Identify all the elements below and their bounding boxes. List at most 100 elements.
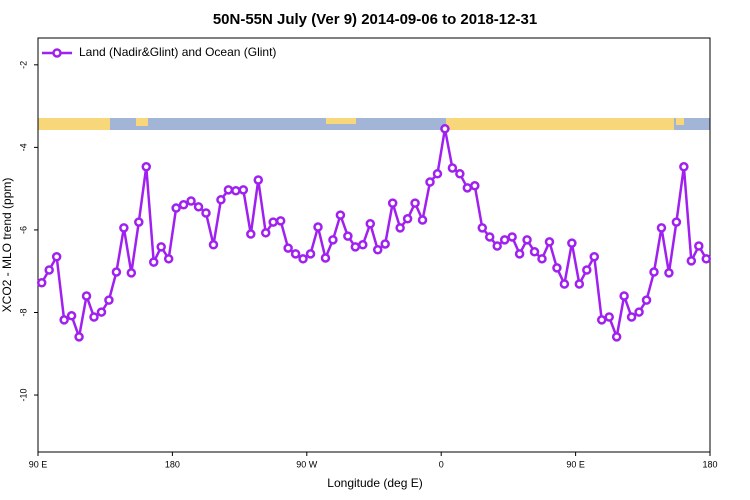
data-point: [104, 295, 114, 305]
y-tick-label: -6: [18, 226, 28, 234]
data-point: [656, 223, 667, 233]
y-tick-label: -4: [18, 143, 28, 151]
data-line: [40, 128, 708, 342]
data-point: [582, 265, 592, 275]
data-point: [216, 195, 226, 205]
data-point: [552, 263, 562, 273]
y-tick-label: -8: [18, 308, 28, 316]
data-point: [470, 181, 480, 191]
data-point: [238, 185, 249, 195]
data-point: [507, 232, 517, 242]
legend-label: Land (Nadir&Glint) and Ocean (Glint): [79, 45, 276, 59]
data-point: [365, 218, 376, 229]
data-point: [74, 332, 84, 342]
x-tick-label: 90 E: [566, 459, 585, 469]
data-point: [611, 332, 622, 342]
data-point: [305, 249, 316, 259]
data-point: [111, 267, 122, 277]
data-point: [425, 177, 435, 187]
data-point: [484, 232, 495, 242]
data-point: [51, 252, 62, 262]
data-point: [358, 240, 368, 250]
plot-frame: [37, 37, 711, 453]
data-point: [36, 278, 47, 288]
data-point: [604, 312, 614, 322]
y-axis-label: XCO2 - MLO trend (ppm): [0, 178, 14, 313]
data-point: [372, 244, 383, 255]
data-point: [574, 279, 585, 289]
data-point: [119, 223, 129, 233]
data-point: [514, 249, 525, 259]
data-point: [395, 223, 405, 233]
data-point: [679, 162, 689, 172]
data-point: [626, 312, 637, 322]
data-point: [231, 185, 241, 196]
data-point: [589, 252, 600, 262]
data-point: [596, 315, 607, 325]
data-point: [402, 214, 413, 224]
data-point: [537, 254, 547, 264]
data-point: [619, 291, 629, 301]
data-point: [641, 295, 652, 305]
data-point: [328, 235, 338, 245]
data-point: [694, 241, 704, 251]
data-point: [290, 249, 301, 259]
data-point: [268, 217, 278, 227]
data-point: [171, 203, 181, 213]
data-point: [134, 217, 144, 227]
data-point: [559, 279, 570, 289]
data-point: [462, 183, 473, 193]
x-tick-label: 180: [702, 459, 717, 469]
data-point: [417, 215, 428, 225]
x-axis-label: Longitude (deg E): [327, 476, 422, 490]
data-point: [447, 163, 458, 173]
data-point: [455, 169, 465, 179]
legend-marker: [52, 48, 62, 58]
data-point: [253, 175, 264, 185]
data-point: [387, 198, 398, 208]
x-tick-label: 180: [165, 459, 180, 469]
data-point: [201, 208, 211, 218]
data-point: [350, 242, 361, 252]
data-point: [163, 254, 174, 264]
data-point: [432, 169, 443, 179]
data-point: [440, 124, 450, 134]
data-point: [313, 222, 323, 232]
data-point: [477, 223, 488, 233]
data-point: [671, 217, 682, 227]
data-point: [380, 239, 390, 249]
data-point: [649, 267, 659, 277]
data-point: [686, 256, 697, 266]
data-point: [193, 202, 204, 212]
data-point: [148, 257, 159, 267]
data-point: [186, 196, 196, 206]
x-tick-label: 90 E: [29, 459, 48, 469]
data-point: [283, 243, 293, 253]
data-point: [141, 162, 152, 172]
data-point: [522, 235, 532, 245]
x-tick-label: 0: [439, 459, 444, 469]
data-point: [178, 200, 189, 210]
y-tick-label: -2: [18, 61, 28, 69]
data-point: [664, 268, 674, 278]
data-point: [499, 235, 510, 245]
data-point: [634, 307, 644, 317]
data-point: [260, 228, 271, 238]
data-point: [156, 242, 166, 252]
data-point: [96, 307, 107, 317]
chart-title: 50N-55N July (Ver 9) 2014-09-06 to 2018-…: [213, 11, 537, 28]
data-point: [126, 268, 137, 278]
data-point: [59, 315, 69, 325]
data-point: [89, 312, 99, 322]
data-point: [223, 185, 234, 195]
data-point: [275, 216, 286, 226]
data-point: [81, 291, 92, 301]
data-point: [208, 240, 219, 250]
data-point: [44, 265, 54, 275]
data-point: [529, 247, 540, 257]
data-point: [410, 198, 420, 208]
y-tick-label: -10: [18, 389, 28, 402]
x-tick-label: 90 W: [296, 459, 318, 469]
data-point: [567, 238, 577, 248]
